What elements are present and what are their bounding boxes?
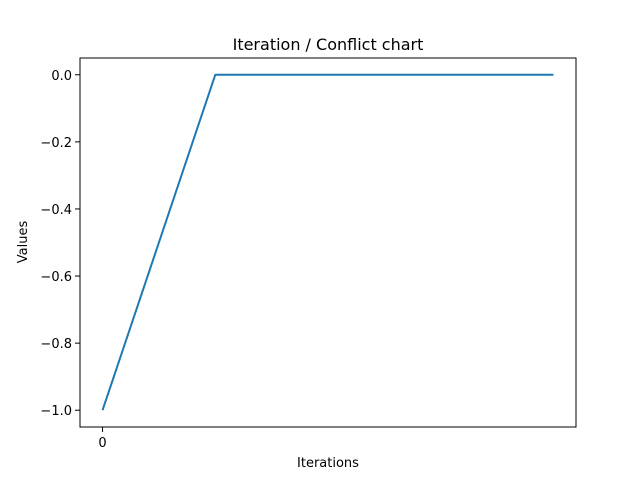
y-tick-label: −0.4 — [40, 203, 72, 218]
x-tick-label: 0 — [98, 436, 106, 451]
x-axis-label: Iterations — [297, 456, 359, 471]
y-tick-label: −0.6 — [40, 270, 72, 285]
y-tick-label: 0.0 — [51, 69, 72, 84]
y-tick-label: −0.8 — [40, 337, 72, 352]
y-tick-label: −0.2 — [40, 136, 72, 151]
y-axis-label: Values — [16, 221, 31, 264]
chart-title: Iteration / Conflict chart — [233, 35, 424, 54]
y-tick-label: −1.0 — [40, 404, 72, 419]
